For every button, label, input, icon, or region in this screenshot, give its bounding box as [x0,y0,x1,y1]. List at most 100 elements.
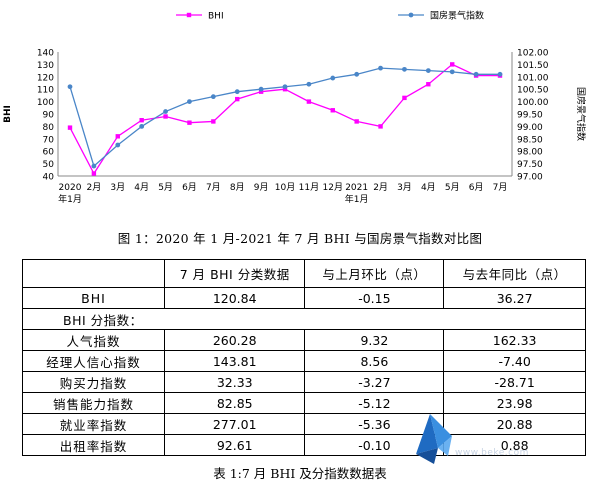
series-point-2 [234,89,240,95]
legend-swatch-marker [408,12,414,18]
table-cell: -5.12 [304,392,445,414]
x-tick-label: 12月 [323,182,343,193]
table-row: 出租率指数 92.61 -0.10 0.88 [22,434,586,456]
watermark-text: www.beke.com [455,448,529,458]
table-row: 购买力指数 32.33 -3.27 -28.71 [22,371,586,393]
series-point-1 [282,87,288,92]
y-left-tick-label: 50 [43,160,55,170]
table-cell: 0.88 [443,434,586,456]
y-left-tick-label: 120 [37,73,54,83]
comparison-line-chart: BHI 国房景气指数 40 50 60 70 80 90 100 110 120 130 140 97.… [3,10,587,206]
series-point-2 [139,124,145,129]
x-tick-label: 4月 [421,182,436,193]
x-tick-label: 年1月 [345,193,369,205]
table-header-cell: 7 月 BHI 分类数据 [163,259,306,288]
series-point-1 [426,82,431,87]
legend-swatch-marker [186,12,192,18]
table-cell: 82.85 [163,392,306,414]
y-right-tick-label: 98.50 [517,135,543,145]
series-point-1 [330,108,335,113]
series-point-2 [497,71,503,77]
y-left-tick-label: 80 [43,123,55,133]
series-point-2 [354,71,360,77]
y-left-tick-label: 60 [43,148,55,158]
y-left-tick-label: 100 [37,98,54,108]
table-cell: 260.28 [163,329,306,351]
y-right-tick-label: 99.00 [517,123,543,133]
series-point-1 [139,118,144,123]
y-left-tick-label: 70 [43,135,55,145]
figure-caption: 图 1：2020 年 1 月-2021 年 7 月 BHI 与国房景气指数对比图 [117,231,483,246]
x-tick-label: 6月 [182,182,197,193]
table-cell: 36.27 [443,287,586,309]
y-right-tick-label: 98.00 [517,148,543,158]
table-header-cell: 与上月环比（点） [304,259,445,288]
table-cell: 32.33 [163,371,306,393]
y-right-tick-label: 97.50 [517,160,543,170]
table-row: 销售能力指数 82.85 -5.12 23.98 [22,392,586,414]
table-header-cell [22,259,165,288]
series-point-2 [91,163,97,169]
series-point-1 [187,120,192,125]
y-right-tick-label: 100.50 [517,86,549,96]
series-point-2 [258,86,264,92]
series-point-2 [187,99,192,104]
table-cell: 92.61 [163,434,306,456]
y-right-tick-label: 97.00 [517,173,543,183]
table-row-label: 人气指数 [22,329,165,351]
series-point-1 [235,96,240,102]
y-right-tick-label: 101.00 [517,73,549,83]
y-right-tick-label: 100.00 [517,98,549,108]
table-row-label: 就业率指数 [22,413,165,435]
table-row: BHI 分指数： [22,308,587,330]
table-cell: 20.88 [443,413,586,435]
table-row: 经理人信心指数 143.81 8.56 -7.40 [22,350,586,372]
y-right-tick-label: 102.00 [517,49,549,59]
x-tick-label: 3月 [397,182,412,193]
series-line-1 [69,63,500,175]
x-tick-label: 3月 [110,182,125,193]
series-point-1 [91,171,97,176]
table-cell: 162.33 [443,329,586,351]
table-body: 7 月 BHI 分类数据 与上月环比（点） 与去年同比（点） BHI 120.84 -0.… [22,259,587,456]
legend-label: BHI [208,12,224,22]
y-left-tick-label: 110 [37,86,54,96]
table-cell: -0.15 [304,287,445,309]
series-point-1 [306,99,312,104]
chart-axes: 40 50 60 70 80 90 100 110 120 130 140 97.00 97.50 98.… [3,49,587,206]
table-cell: -28.71 [443,371,586,393]
series-point-2 [402,66,407,72]
x-tick-label: 4月 [134,182,149,193]
y-left-tick-label: 130 [37,61,54,71]
series-point-2 [473,71,479,77]
x-tick-label: 6月 [469,182,484,193]
x-tick-label: 5月 [158,182,173,193]
series-point-2 [210,94,216,100]
table-cell: -5.36 [304,413,445,435]
series-point-1 [354,119,359,124]
series-point-2 [163,109,168,114]
x-tick-label: 7月 [206,182,221,193]
table-cell: 8.56 [304,350,445,372]
table-row: 就业率指数 277.01 -5.36 20.88 [22,413,586,435]
series-point-2 [67,84,73,90]
table-row-label: 出租率指数 [22,434,165,456]
table-cell: 277.01 [163,413,306,435]
x-tick-label: 5月 [445,182,460,193]
chart-legend: BHI 国房景气指数 [176,10,484,22]
series-point-2 [425,68,431,73]
chart-series [67,62,503,176]
table-row-label: 销售能力指数 [22,392,165,414]
y-left-tick-label: 90 [43,111,55,121]
table-row: 人气指数 260.28 9.32 162.33 [22,329,586,351]
table-cell: 120.84 [163,287,306,309]
y-right-axis-title: 国房景气指数 [575,87,587,141]
table-cell: 9.32 [304,329,445,351]
table-row: BHI 120.84 -0.15 36.27 [22,287,586,309]
x-tick-label: 年1月 [58,193,82,205]
y-left-tick-label: 140 [37,49,54,59]
x-tick-label: 9月 [254,182,269,193]
x-tick-label: 8月 [230,182,245,193]
y-left-axis-title: BHI [3,105,13,123]
series-line-2 [69,67,500,168]
